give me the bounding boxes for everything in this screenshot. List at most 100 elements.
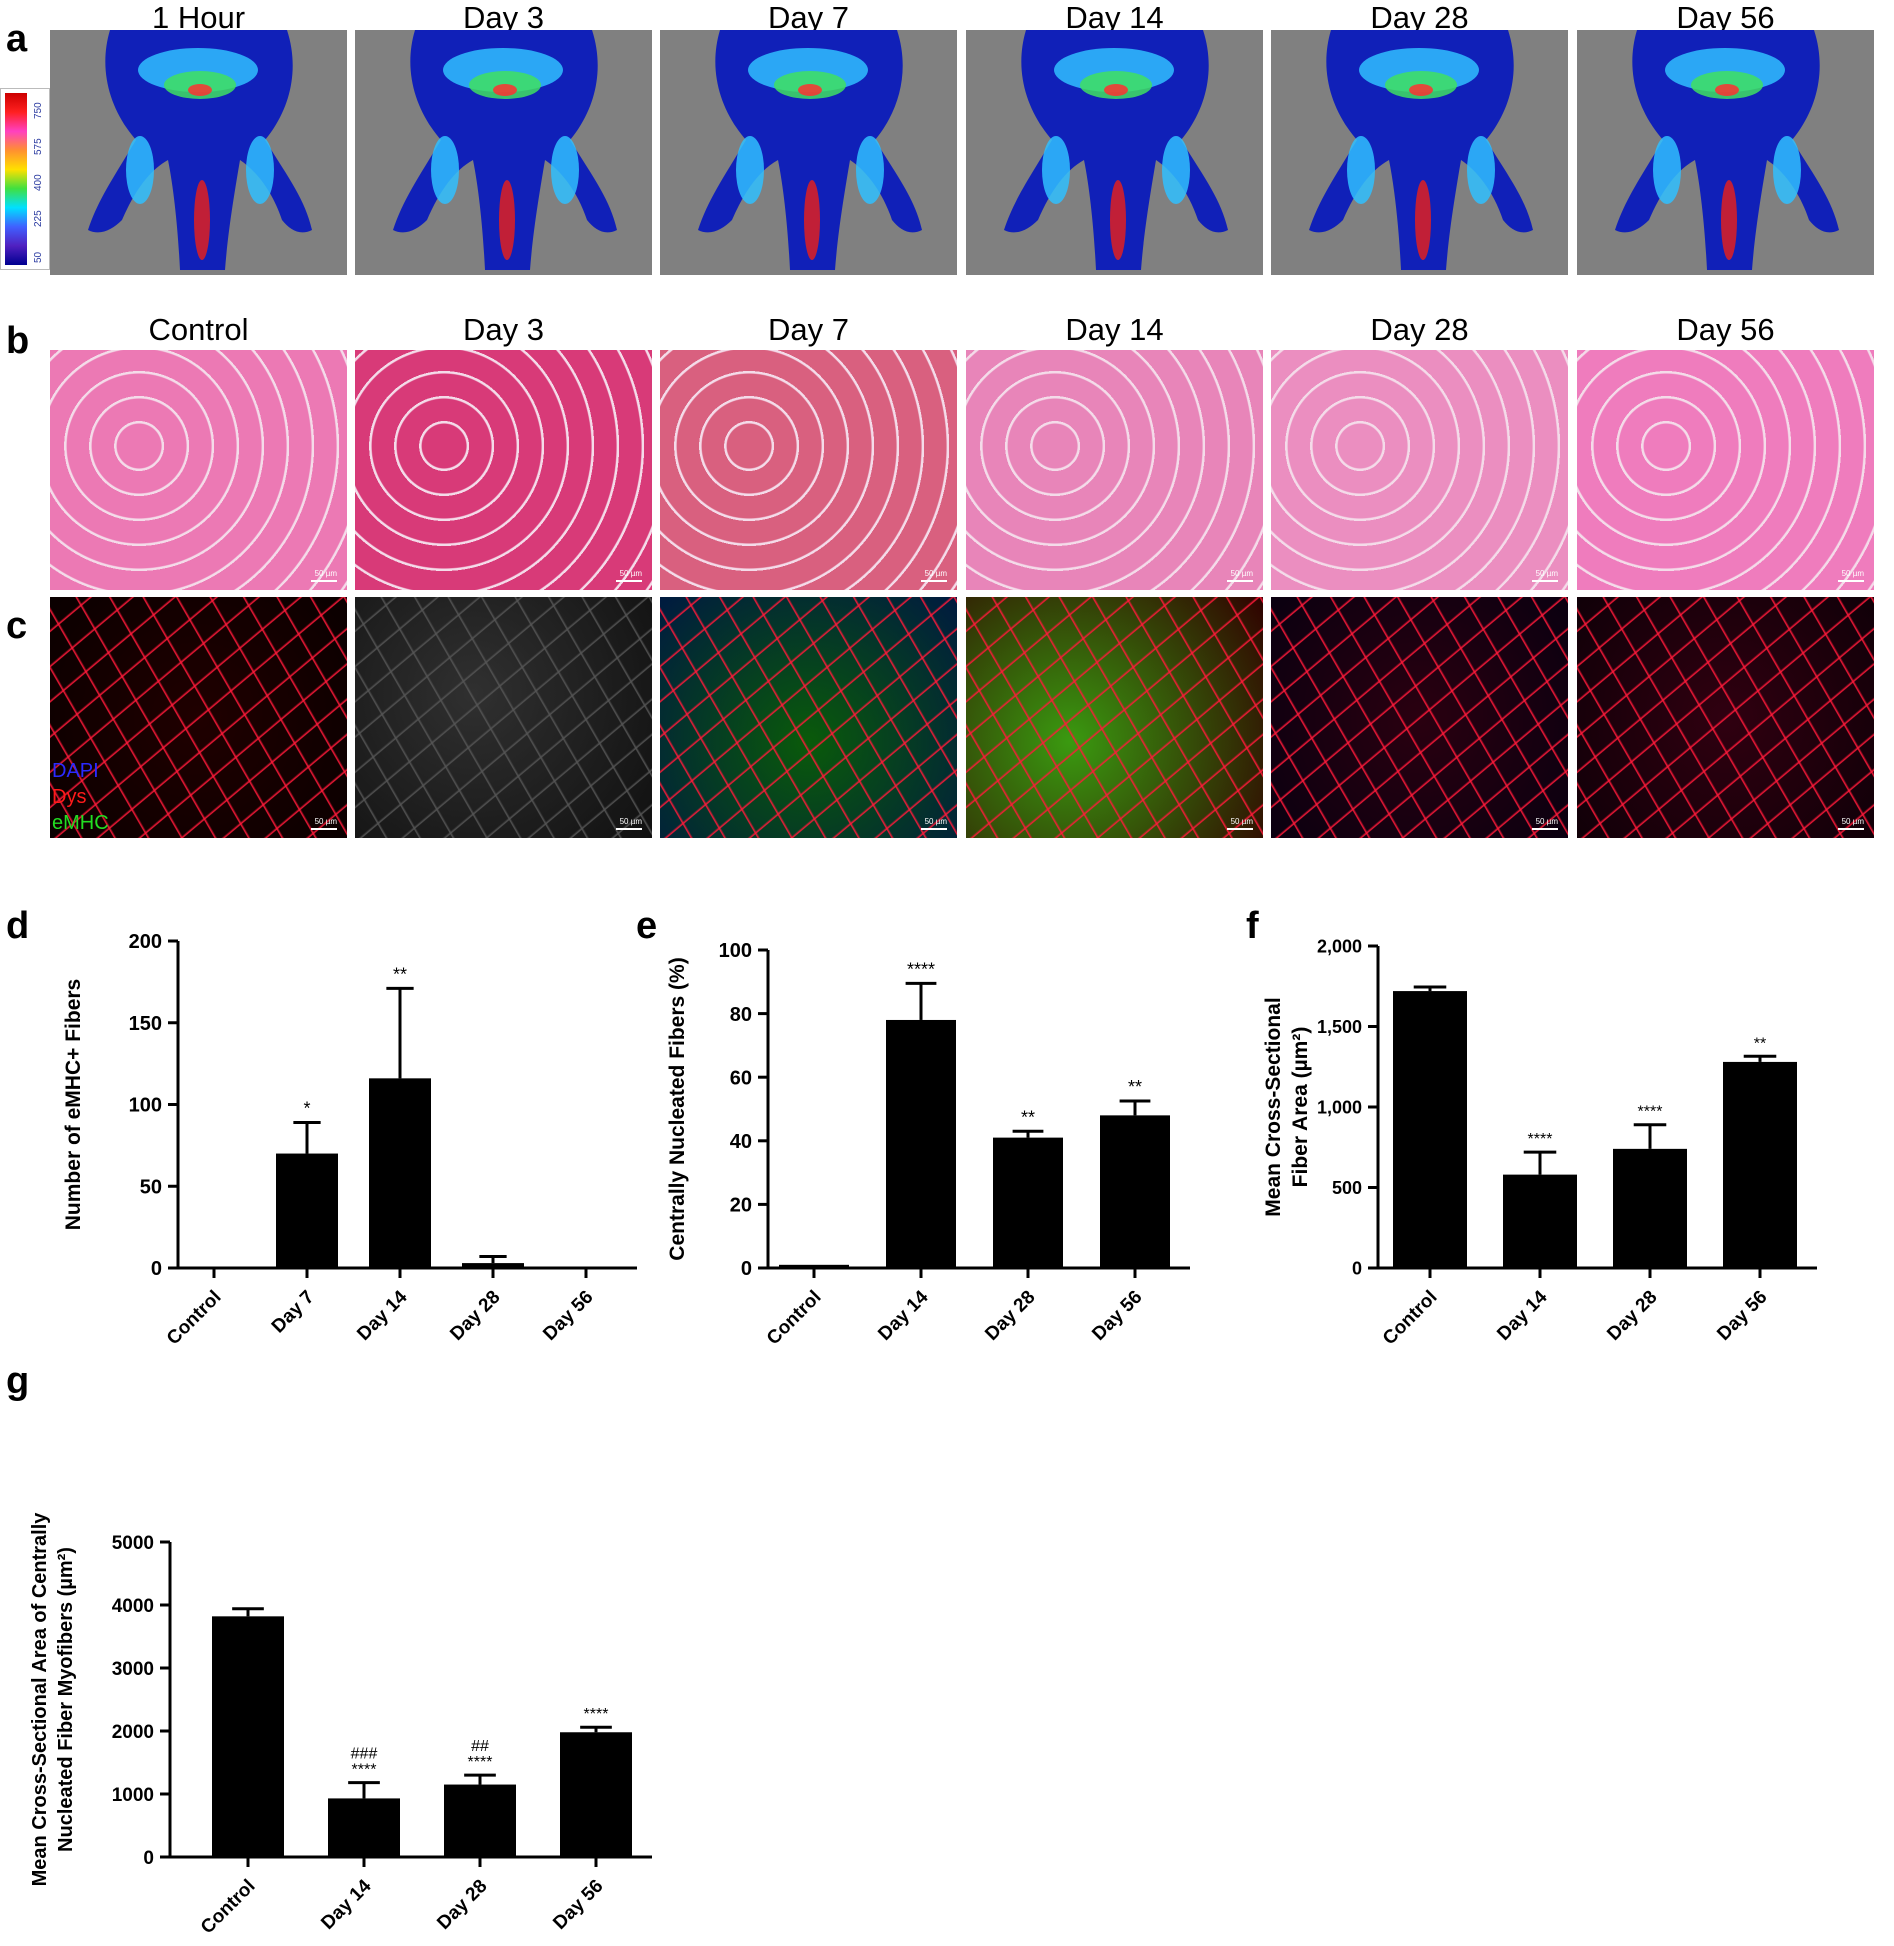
immunofluorescence-image-4: 50 µm: [1271, 597, 1568, 838]
chart-d: 0 50 100 150 200 Control * Day 7 ** Day 14 Day 28 D…: [62, 931, 637, 1349]
scale-bar: [921, 580, 947, 582]
y-tick-label: 2000: [112, 1722, 154, 1743]
y-tick-label: 100: [129, 1095, 162, 1117]
significance-marker: ****: [468, 1754, 493, 1771]
significance-marker: ****: [1528, 1131, 1553, 1148]
if-legend-emhc: eMHC: [52, 812, 109, 834]
bar-day-56: [560, 1732, 632, 1857]
column-label-a-4: Day 28: [1370, 0, 1469, 35]
chart-e: 0 20 40 60 80 100 Control **** Day 14 ** Day 28 ** D…: [666, 940, 1190, 1349]
x-category-label: Day 14: [317, 1875, 375, 1933]
bar-day-14: [328, 1798, 400, 1857]
x-category-label: Control: [763, 1287, 826, 1350]
y-tick-label: 200: [129, 931, 162, 953]
perfusion-silhouette: [1615, 30, 1839, 270]
he-stain-image-2: 50 µm: [660, 350, 957, 590]
x-category-label: Control: [1379, 1287, 1442, 1350]
y-tick-label: 2,000: [1317, 936, 1362, 956]
bar-control: [212, 1616, 284, 1857]
scale-bar: [1227, 828, 1253, 830]
scale-bar: [1532, 580, 1558, 582]
scale-bar-label: 50 µm: [924, 569, 947, 578]
scale-bar: [1532, 828, 1558, 830]
scale-bar: [1227, 580, 1253, 582]
y-tick-label: 0: [151, 1258, 162, 1280]
bar-day-56: [1100, 1115, 1170, 1268]
scale-bar-label: 50 µm: [1841, 569, 1864, 578]
scale-bar: [1838, 580, 1864, 582]
perfusion-image-0: [50, 30, 347, 275]
x-category-label: Day 14: [874, 1286, 932, 1344]
bar-day-14: [1503, 1174, 1577, 1268]
y-tick-label: 20: [730, 1195, 752, 1217]
x-category-label: Day 28: [1603, 1287, 1661, 1345]
significance-marker-hash: ###: [351, 1746, 378, 1763]
immunofluorescence-image-2: 50 µm: [660, 597, 957, 838]
if-legend-dapi: DAPI: [52, 760, 99, 782]
bar-day-28: [462, 1263, 524, 1268]
y-tick-label: 0: [741, 1258, 752, 1280]
bar-control: [779, 1264, 849, 1268]
scale-bar-label: 50 µm: [924, 817, 947, 826]
significance-marker: ****: [352, 1762, 377, 1779]
column-label-b-0: Control: [148, 312, 249, 347]
he-stain-image-1: 50 µm: [355, 350, 652, 590]
panel-letter-e: e: [636, 905, 658, 947]
scale-bar: [311, 580, 337, 582]
perfusion-image-2: [660, 30, 957, 275]
significance-marker: ****: [584, 1706, 609, 1723]
y-tick-label: 1,500: [1317, 1017, 1362, 1037]
y-tick-label: 1,000: [1317, 1097, 1362, 1117]
immunofluorescence-image-1: 50 µm: [355, 597, 652, 838]
column-label-b-5: Day 56: [1676, 312, 1775, 347]
y-tick-label: 0: [143, 1848, 154, 1869]
y-tick-label: 4000: [112, 1596, 154, 1617]
scale-bar: [616, 828, 642, 830]
bar-day-28: [444, 1784, 516, 1857]
scale-bar-label: 50 µm: [1230, 817, 1253, 826]
significance-marker: *: [303, 1098, 310, 1118]
immunofluorescence-image-0: 50 µm: [50, 597, 347, 838]
column-label-a-0: 1 Hour: [151, 0, 246, 35]
y-axis-label-line: Mean Cross-Sectional: [1262, 997, 1285, 1216]
colorbar-tick-label: 225: [33, 210, 44, 227]
y-axis-label-line: Mean Cross-Sectional Area of Centrally: [29, 1512, 51, 1887]
x-category-label: Control: [197, 1876, 260, 1939]
significance-marker-hash: ##: [471, 1738, 489, 1755]
bar-day-7: [276, 1153, 338, 1268]
x-category-label: Control: [163, 1287, 226, 1350]
scale-bar-label: 50 µm: [619, 817, 642, 826]
x-category-label: Day 56: [539, 1287, 597, 1345]
significance-marker: ****: [907, 959, 935, 979]
bar-control: [1393, 991, 1467, 1268]
y-tick-label: 500: [1332, 1178, 1362, 1198]
significance-marker: ****: [1638, 1104, 1663, 1121]
panel-letter-a: a: [6, 18, 28, 60]
column-label-b-2: Day 7: [768, 312, 849, 347]
column-label-b-4: Day 28: [1370, 312, 1469, 347]
column-label-b-3: Day 14: [1065, 312, 1164, 347]
scale-bar: [1838, 828, 1864, 830]
x-category-label: Day 14: [353, 1286, 411, 1344]
scale-bar-label: 50 µm: [1535, 817, 1558, 826]
perfusion-image-5: [1577, 30, 1874, 275]
y-tick-label: 1000: [112, 1785, 154, 1806]
colorbar-tick-label: 575: [33, 138, 44, 155]
y-axis-label: Number of eMHC+ Fibers: [62, 979, 85, 1230]
panel-letter-d: d: [6, 905, 30, 947]
colorbar-tick-label: 400: [33, 174, 44, 191]
bar-day-14: [886, 1019, 956, 1268]
column-label-a-1: Day 3: [463, 0, 544, 35]
y-tick-label: 50: [140, 1176, 162, 1198]
y-tick-label: 60: [730, 1067, 752, 1089]
x-category-label: Day 28: [446, 1287, 504, 1345]
significance-marker: **: [1128, 1077, 1142, 1097]
y-axis-label: Centrally Nucleated Fibers (%): [666, 957, 689, 1260]
scale-bar: [311, 828, 337, 830]
panel-letter-c: c: [6, 605, 28, 647]
panel-letter-b: b: [6, 320, 30, 362]
y-tick-label: 3000: [112, 1659, 154, 1680]
column-label-a-2: Day 7: [768, 0, 849, 35]
scale-bar-label: 50 µm: [619, 569, 642, 578]
